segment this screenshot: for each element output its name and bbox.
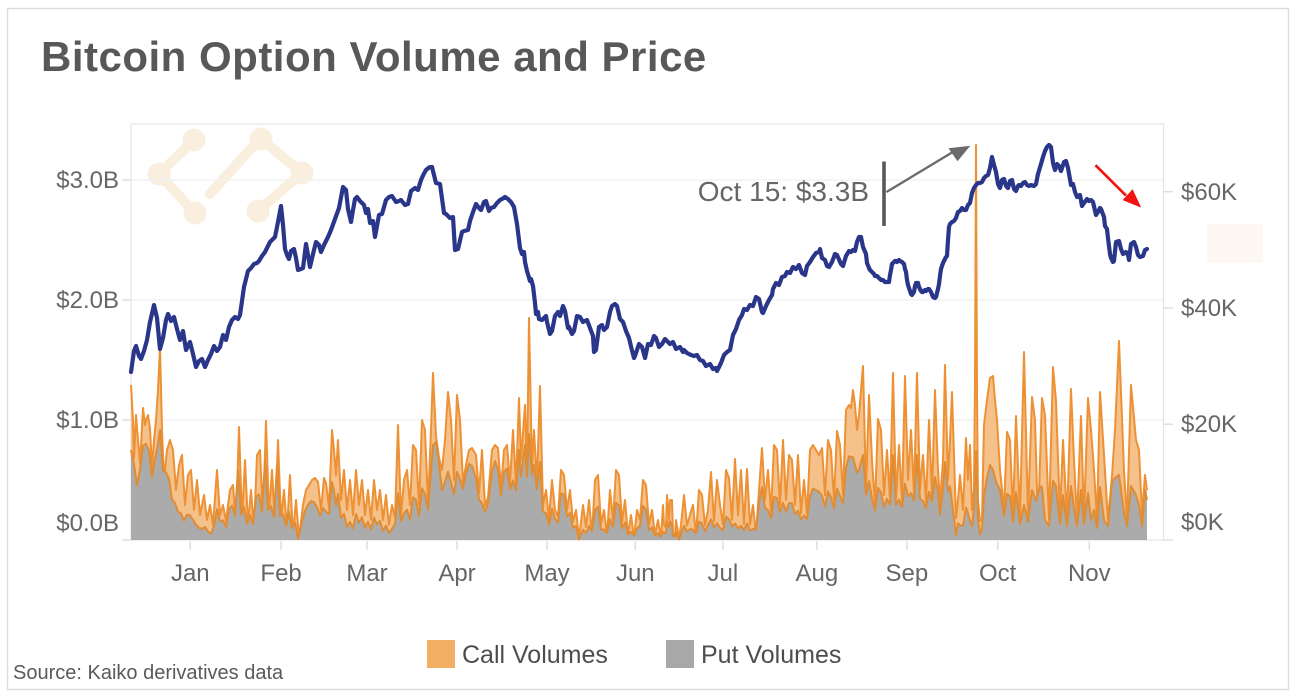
svg-text:$20K: $20K — [1181, 411, 1237, 438]
svg-text:May: May — [524, 560, 569, 587]
svg-text:Nov: Nov — [1068, 560, 1111, 587]
svg-text:Mar: Mar — [346, 560, 387, 587]
svg-text:$40K: $40K — [1181, 295, 1237, 322]
svg-text:Feb: Feb — [260, 560, 301, 587]
svg-text:Apr: Apr — [438, 560, 475, 587]
svg-text:Oct 15: $3.3B: Oct 15: $3.3B — [698, 176, 869, 207]
svg-text:$1.0B: $1.0B — [56, 407, 119, 434]
svg-text:$60K: $60K — [1181, 179, 1237, 206]
svg-text:Sep: Sep — [886, 560, 929, 587]
svg-text:Oct: Oct — [979, 560, 1017, 587]
svg-text:$0K: $0K — [1181, 509, 1224, 536]
svg-text:Bitcoin Option Volume and Pric: Bitcoin Option Volume and Price — [41, 33, 707, 80]
svg-text:$2.0B: $2.0B — [56, 287, 119, 314]
svg-text:Jul: Jul — [708, 560, 739, 587]
svg-text:Jan: Jan — [171, 560, 210, 587]
svg-text:Source: Kaiko derivatives data: Source: Kaiko derivatives data — [13, 662, 284, 684]
svg-text:$3.0B: $3.0B — [56, 167, 119, 194]
svg-text:Jun: Jun — [616, 560, 655, 587]
svg-text:$0.0B: $0.0B — [56, 510, 119, 537]
svg-text:Put Volumes: Put Volumes — [701, 641, 841, 669]
svg-text:Call Volumes: Call Volumes — [462, 641, 608, 669]
svg-text:Aug: Aug — [796, 560, 839, 587]
